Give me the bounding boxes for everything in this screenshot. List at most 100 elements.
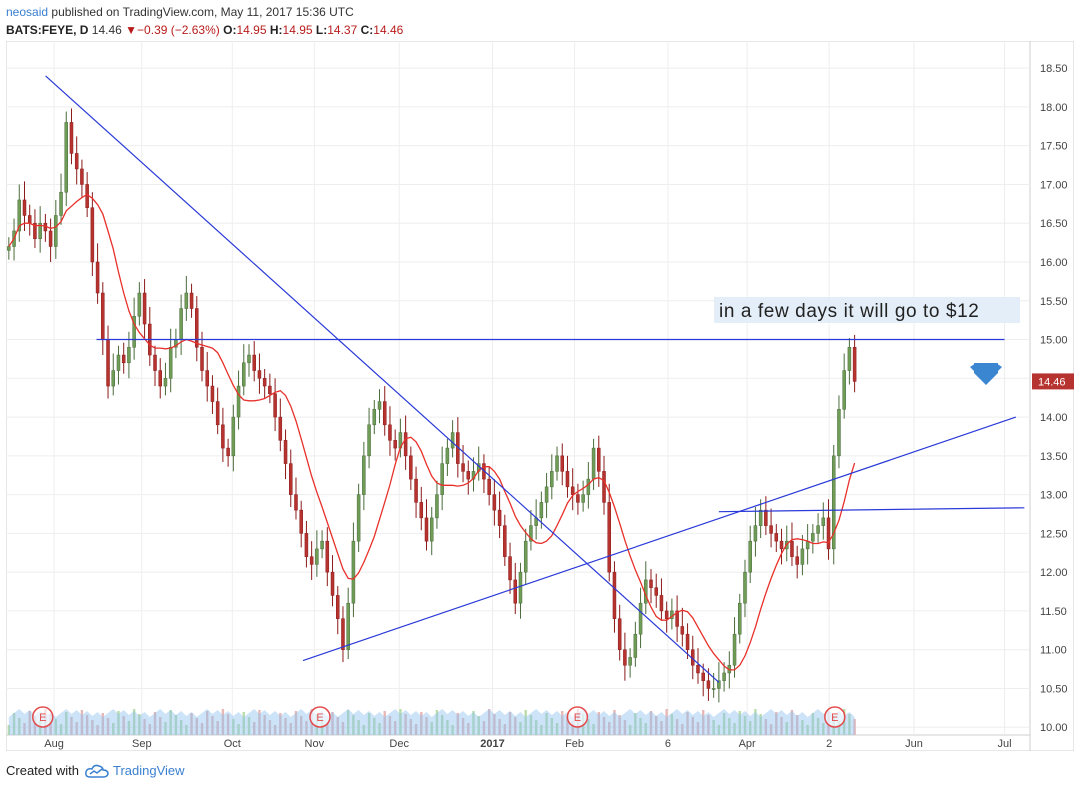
volume-bar xyxy=(294,711,298,735)
volume-bar xyxy=(534,720,538,735)
volume-bar xyxy=(23,723,26,735)
candle xyxy=(137,282,142,326)
volume-bar xyxy=(33,716,37,735)
volume-bar xyxy=(143,719,146,735)
candle xyxy=(831,444,836,565)
time-tick-label: Dec xyxy=(389,738,409,750)
volume-bar xyxy=(461,718,465,735)
candle-body xyxy=(335,595,340,619)
tradingview-cloud-icon xyxy=(85,764,109,778)
candle xyxy=(414,466,418,518)
candle-body xyxy=(466,471,471,480)
candle xyxy=(320,530,324,559)
volume-bar xyxy=(284,718,287,735)
volume-bar xyxy=(28,711,31,735)
open-value: 14.95 xyxy=(236,23,267,37)
candle xyxy=(774,524,779,553)
candle-body xyxy=(137,292,142,317)
volume-bar xyxy=(232,719,235,735)
candle-body xyxy=(158,370,162,387)
volume-bar xyxy=(440,715,444,735)
candle-body xyxy=(273,393,277,418)
candle xyxy=(628,648,632,678)
volume-bar xyxy=(75,722,78,735)
candle xyxy=(262,369,267,399)
candle xyxy=(544,472,549,518)
candle-body xyxy=(842,370,846,410)
volume-bar xyxy=(59,724,63,735)
price-chart[interactable]: 10.00 10.50 11.00 11.50 12.00 12.50 13.00 13.50… xyxy=(5,40,1076,752)
candle xyxy=(236,370,241,430)
volume-bar xyxy=(258,710,261,735)
volume-bar xyxy=(482,721,486,735)
candle xyxy=(283,429,288,480)
candle-body xyxy=(440,463,444,495)
candle xyxy=(649,569,653,604)
volume-bar xyxy=(101,713,105,735)
candle-body xyxy=(17,199,22,232)
annotation-text: in a few days it will go to $12 xyxy=(719,301,979,322)
candle xyxy=(837,395,841,469)
candle xyxy=(685,623,690,660)
candle xyxy=(195,296,199,362)
volume-bar xyxy=(628,725,632,735)
candle xyxy=(696,648,700,684)
volume-bar xyxy=(185,725,188,735)
price-tick-label: 14.00 xyxy=(1040,412,1068,424)
volume-bar xyxy=(49,714,52,735)
candle xyxy=(445,438,450,477)
candle-body xyxy=(612,571,617,619)
tradingview-logo-link[interactable]: TradingView xyxy=(85,763,185,778)
volume-bar xyxy=(127,721,131,735)
candle-body xyxy=(654,587,658,596)
candle xyxy=(221,407,225,463)
candle xyxy=(550,454,554,500)
candle-body xyxy=(95,261,100,294)
chart-area[interactable]: 10.00 10.50 11.00 11.50 12.00 12.50 13.00 13.50… xyxy=(5,40,1076,752)
candle xyxy=(252,341,256,382)
volume-bar xyxy=(242,712,245,735)
candle xyxy=(738,593,742,644)
candle xyxy=(362,441,366,511)
candle xyxy=(330,555,335,607)
candle xyxy=(325,527,330,587)
volume-bar xyxy=(754,709,757,735)
volume-bar xyxy=(247,717,251,735)
price-tick-label: 11.00 xyxy=(1040,645,1067,657)
candle-body xyxy=(503,525,507,557)
volume-moving-average-area xyxy=(8,709,855,735)
volume-bar xyxy=(300,716,303,735)
candle-body xyxy=(429,517,434,542)
published-text: published on TradingView.com, May 11, 20… xyxy=(51,5,354,19)
earnings-marker: E xyxy=(566,706,589,728)
candle-body xyxy=(607,502,611,573)
candle-body xyxy=(54,215,58,247)
candle xyxy=(701,663,705,697)
candle xyxy=(758,499,763,539)
candle-body xyxy=(7,246,11,251)
author-link[interactable]: neosaid xyxy=(6,5,49,19)
candle-body xyxy=(774,533,779,542)
volume-bar xyxy=(190,713,193,735)
volume-bar xyxy=(498,719,501,735)
price-tick-label: 13.50 xyxy=(1040,451,1068,463)
time-tick-label: Aug xyxy=(44,738,64,750)
candle xyxy=(503,514,507,566)
volume-bar xyxy=(806,725,809,735)
candle xyxy=(17,184,22,242)
moving-average-line xyxy=(8,193,856,671)
volume-bar xyxy=(733,723,736,735)
created-with-text: Created with xyxy=(6,763,79,778)
volume-bar xyxy=(743,716,747,735)
candle-body xyxy=(80,168,84,185)
volume-bar xyxy=(785,722,788,735)
high-value: 14.95 xyxy=(282,23,313,37)
candle-body xyxy=(106,339,110,387)
candle-body xyxy=(576,494,580,503)
candle-body xyxy=(341,618,345,650)
candle xyxy=(811,524,815,554)
candle-body xyxy=(539,502,544,519)
candle-body xyxy=(649,579,653,588)
candle-body xyxy=(753,525,758,542)
candle-body xyxy=(200,347,204,371)
